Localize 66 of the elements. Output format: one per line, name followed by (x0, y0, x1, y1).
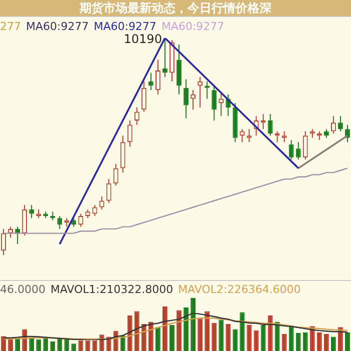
text: MA60:9277 (26, 20, 89, 33)
bar (57, 338, 62, 351)
candlestick (338, 116, 343, 132)
bar (330, 336, 336, 351)
candlestick (246, 128, 252, 143)
bar (1, 336, 6, 351)
candlestick (127, 120, 132, 147)
bar (184, 308, 188, 351)
bar (134, 311, 140, 351)
bar (36, 339, 42, 351)
candlestick (212, 85, 217, 121)
bar (345, 332, 350, 351)
text: MAVOL2:226364.6000 (178, 283, 301, 296)
bar (50, 341, 56, 351)
bar (282, 334, 287, 351)
bar (316, 332, 322, 351)
candlestick (106, 178, 112, 204)
annotation: 10190 (124, 32, 162, 46)
bar (302, 332, 308, 351)
text: MAVOL1:210322.8000 (50, 283, 174, 296)
bar (240, 312, 245, 351)
candlestick (134, 106, 140, 126)
candlestick (155, 59, 160, 95)
bar (288, 326, 294, 351)
bar (64, 339, 70, 351)
bar (120, 336, 126, 351)
bar (218, 320, 224, 351)
chart-title: 期货市场最新动态，今日行情价格深 (0, 0, 351, 16)
text: 277 (0, 20, 21, 33)
bar (155, 327, 160, 351)
text: 46.0000 (0, 283, 46, 296)
bar (176, 310, 182, 351)
candlestick (57, 215, 62, 230)
bar (29, 338, 34, 351)
candlestick (184, 78, 188, 119)
candlestick (288, 139, 294, 160)
bar (190, 298, 196, 351)
candlestick (141, 80, 146, 112)
bar (310, 326, 315, 351)
bar (162, 306, 168, 351)
bar (8, 339, 13, 351)
bar (198, 318, 203, 351)
bar (170, 325, 174, 351)
bar (232, 329, 238, 351)
bar (212, 322, 217, 351)
bar (204, 311, 210, 351)
candlestick (22, 204, 28, 236)
candlestick (302, 130, 308, 160)
candlestick (330, 116, 336, 134)
candlestick (204, 80, 210, 100)
text: MA60:9277 (161, 20, 224, 33)
bar (141, 324, 146, 351)
bar (226, 324, 231, 351)
bar (15, 338, 20, 351)
bar (296, 332, 301, 351)
bar (106, 336, 112, 351)
candlestick (296, 142, 301, 160)
bar (127, 315, 132, 351)
bar (148, 322, 154, 351)
candlestick (282, 130, 287, 143)
candlestick (113, 163, 118, 186)
text: MA60:9277 (94, 20, 156, 33)
candlestick (190, 90, 196, 110)
bar (324, 334, 329, 351)
candlestick (29, 204, 34, 219)
candlestick (1, 228, 6, 255)
